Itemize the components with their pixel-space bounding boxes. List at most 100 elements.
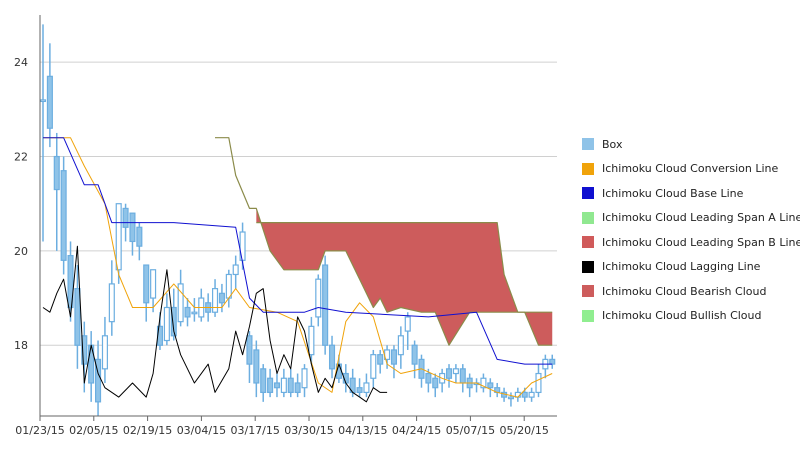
legend-item-box[interactable]: Box [582, 132, 797, 157]
candle-body [487, 382, 494, 389]
candle [39, 24, 47, 242]
legend-label: Ichimoku Cloud Base Line [602, 186, 744, 200]
candle [150, 269, 157, 313]
candle [404, 312, 411, 350]
bearish-cloud-area [256, 208, 553, 346]
candle [452, 364, 459, 383]
candle [507, 392, 515, 407]
candle-body [328, 344, 336, 370]
base-line [43, 137, 553, 365]
candle [184, 298, 191, 327]
candle-body [287, 377, 294, 394]
candle-body [356, 387, 363, 394]
candle [432, 373, 439, 398]
candle-body [46, 75, 53, 129]
legend-label: Ichimoku Cloud Bearish Cloud [602, 284, 767, 298]
candle-body [101, 335, 108, 370]
candle-body [411, 344, 418, 365]
legend-label: Ichimoku Cloud Bullish Cloud [602, 309, 762, 323]
candle [88, 331, 95, 402]
candle [356, 378, 363, 398]
candle-body [60, 170, 67, 261]
x-tick-label: 03/17/15 [230, 424, 279, 437]
candle [542, 354, 549, 379]
candle-body [115, 203, 122, 271]
candle-body [246, 335, 253, 365]
candle [466, 373, 473, 398]
candle-body [191, 311, 198, 315]
candle [232, 255, 239, 289]
candle-body [273, 382, 281, 389]
legend-item-conversion-line[interactable]: Ichimoku Cloud Conversion Line [582, 157, 797, 182]
y-tick-label: 18 [14, 339, 28, 352]
candle [397, 326, 404, 369]
candle-body [397, 335, 404, 356]
legend-swatch [582, 211, 594, 224]
legend-item-base-line[interactable]: Ichimoku Cloud Base Line [582, 181, 797, 206]
candle-body [67, 255, 74, 309]
legend-swatch [582, 236, 594, 249]
candle [260, 364, 267, 402]
candle [280, 368, 287, 398]
candle [177, 269, 184, 327]
candle-body [253, 349, 260, 384]
candle [211, 279, 219, 317]
candle-body [225, 273, 232, 299]
x-tick-label: 05/20/15 [499, 424, 548, 437]
legend-label: Ichimoku Cloud Conversion Line [602, 162, 779, 176]
candle-body [122, 207, 129, 228]
candle [108, 260, 115, 336]
legend-label: Ichimoku Cloud Leading Span B Line [602, 235, 800, 249]
candle [53, 132, 60, 251]
candle-body [163, 306, 170, 342]
legend-item-bullish-cloud[interactable]: Ichimoku Cloud Bullish Cloud [582, 304, 797, 329]
y-tick-label: 20 [14, 245, 28, 258]
legend-item-leading-span-a[interactable]: Ichimoku Cloud Leading Span A Line [582, 206, 800, 231]
candle [445, 364, 453, 388]
legend-item-leading-span-b[interactable]: Ichimoku Cloud Leading Span B Line [582, 230, 800, 255]
candle-body [177, 283, 184, 323]
x-tick-label: 04/13/15 [338, 424, 387, 437]
candle-body [315, 278, 322, 318]
candle [246, 331, 253, 383]
candle [528, 387, 535, 402]
candle [273, 373, 281, 398]
ichimoku-lines [42, 137, 553, 403]
legend-item-lagging-line[interactable]: Ichimoku Cloud Lagging Line [582, 255, 797, 280]
legend-item-bearish-cloud[interactable]: Ichimoku Cloud Bearish Cloud [582, 279, 797, 304]
legend-swatch [582, 162, 594, 175]
candle-body [528, 391, 535, 398]
candle [494, 382, 501, 398]
bearish-cloud [256, 208, 553, 346]
candle [363, 373, 370, 398]
candle-body [129, 212, 136, 243]
candle [322, 255, 329, 355]
candle [143, 264, 150, 322]
legend-swatch [582, 309, 594, 322]
candle [308, 316, 315, 365]
candle [136, 222, 143, 261]
x-tick-label: 04/24/15 [392, 424, 441, 437]
legend-label: Ichimoku Cloud Lagging Line [602, 260, 761, 274]
candle [535, 364, 542, 398]
candle [473, 378, 480, 393]
candle-body [143, 264, 150, 304]
candle [46, 43, 53, 148]
candle-body [322, 264, 329, 346]
candle-body [535, 372, 542, 394]
candle [487, 378, 494, 398]
candle-body [404, 316, 411, 332]
candle-body [184, 306, 191, 318]
x-tick-label: 02/19/15 [123, 424, 172, 437]
candle [328, 335, 336, 379]
candle-body [260, 368, 267, 394]
candle [377, 349, 384, 374]
candle-body [370, 354, 377, 379]
leading-span-a-line [215, 137, 553, 346]
legend-swatch [582, 285, 594, 298]
legend: Box Ichimoku Cloud Conversion Line Ichim… [582, 132, 800, 329]
candle [287, 368, 294, 398]
lagging-line [42, 245, 388, 403]
candle [301, 364, 308, 398]
